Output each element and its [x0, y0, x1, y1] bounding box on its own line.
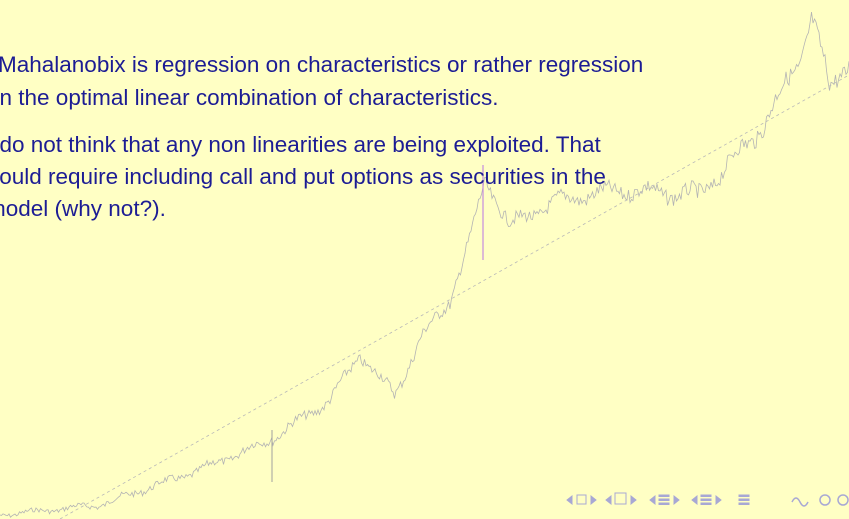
navigation-symbols [566, 492, 849, 507]
text-line: model (why not?). [0, 196, 166, 221]
text-line: I do not think that any non linearities … [0, 132, 601, 157]
text-line: on the optimal linear combination of cha… [0, 85, 499, 110]
price-line [0, 12, 849, 518]
trend-line [59, 74, 849, 519]
text-line: Mahalanobix is regression on characteris… [0, 52, 644, 77]
text-line: would require including call and put opt… [0, 164, 606, 189]
